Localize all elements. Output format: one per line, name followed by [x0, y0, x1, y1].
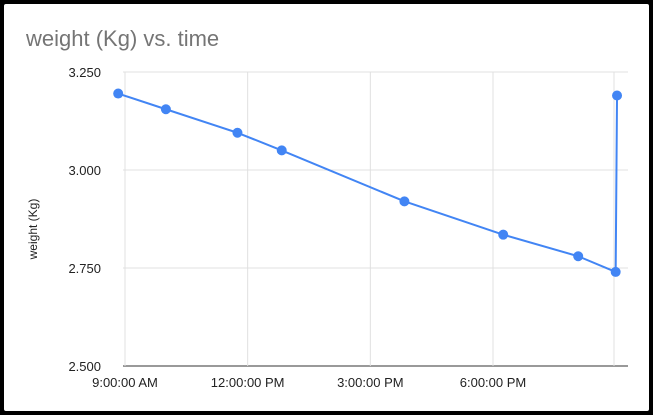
y-tick-label: 3.000	[68, 163, 101, 178]
data-point	[232, 127, 243, 138]
chart-title: weight (Kg) vs. time	[26, 26, 220, 51]
x-tick-label: 3:00:00 PM	[337, 375, 404, 390]
y-tick-label: 2.500	[68, 359, 101, 374]
y-tick-label: 2.750	[68, 261, 101, 276]
data-point	[573, 251, 584, 262]
x-tick-label: 6:00:00 PM	[460, 375, 527, 390]
y-tick-label: 3.250	[68, 65, 101, 80]
y-axis-label: weight (Kg)	[26, 199, 40, 261]
data-point	[160, 104, 171, 115]
data-point	[610, 266, 621, 277]
x-tick-label: 12:00:00 PM	[211, 375, 285, 390]
data-point	[498, 229, 509, 240]
x-tick-label: 9:00:00 AM	[92, 375, 158, 390]
data-point	[276, 145, 287, 156]
series-line	[117, 92, 619, 273]
data-point	[113, 88, 124, 99]
data-point	[399, 196, 410, 207]
data-point	[612, 90, 623, 101]
